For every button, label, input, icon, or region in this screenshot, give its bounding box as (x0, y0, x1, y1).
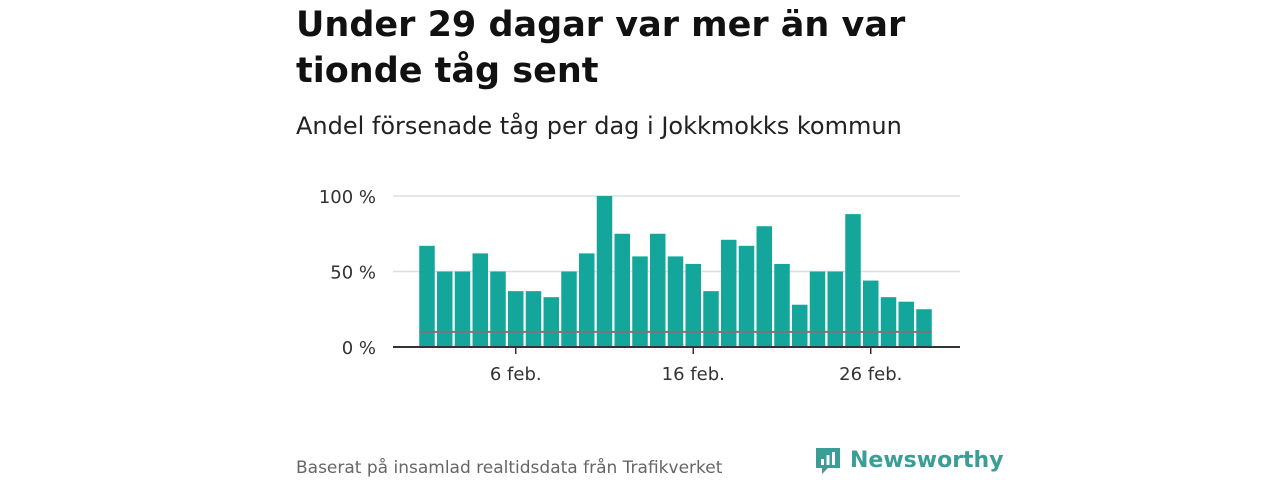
brand-name: Newsworthy (850, 448, 1004, 473)
bar (756, 226, 772, 347)
bar (880, 297, 897, 347)
bar-chart: 0 % 50 % 100 % 6 feb. 16 feb. 26 feb. (319, 187, 960, 385)
bar (845, 214, 861, 347)
bar (614, 233, 630, 347)
y-tick-label: 100 % (319, 187, 376, 208)
bar (898, 301, 914, 347)
brand-logo: Newsworthy (814, 446, 1004, 476)
bar (561, 271, 577, 347)
bar (472, 253, 488, 347)
bar (809, 271, 826, 347)
bar (667, 256, 684, 347)
source-note: Baserat på insamlad realtidsdata från Tr… (296, 458, 723, 478)
y-tick-label: 50 % (330, 263, 376, 284)
bar (579, 253, 595, 347)
chart-subtitle: Andel försenade tåg per dag i Jokkmokks … (296, 112, 902, 140)
bar (437, 271, 453, 347)
bar (508, 291, 524, 347)
bar (685, 263, 701, 347)
bar (721, 239, 737, 347)
bar (703, 291, 719, 347)
bar (792, 304, 808, 347)
bar (863, 280, 879, 347)
bar (738, 245, 755, 347)
x-tick-label: 6 feb. (490, 364, 542, 385)
bar (774, 263, 790, 347)
bar (454, 271, 471, 347)
chart-title: Under 29 dagar var mer än var tionde tåg… (296, 5, 906, 91)
bar (650, 233, 666, 347)
bar (490, 271, 506, 347)
x-tick-label: 26 feb. (839, 364, 902, 385)
bar (596, 196, 613, 347)
bar (916, 309, 932, 347)
bar (827, 271, 843, 347)
newsworthy-logo-icon (816, 448, 840, 474)
bar (543, 297, 559, 347)
y-tick-label: 0 % (342, 338, 376, 359)
bar (632, 256, 648, 347)
x-tick-label: 16 feb. (662, 364, 725, 385)
bar (419, 245, 435, 347)
bar (525, 291, 542, 347)
